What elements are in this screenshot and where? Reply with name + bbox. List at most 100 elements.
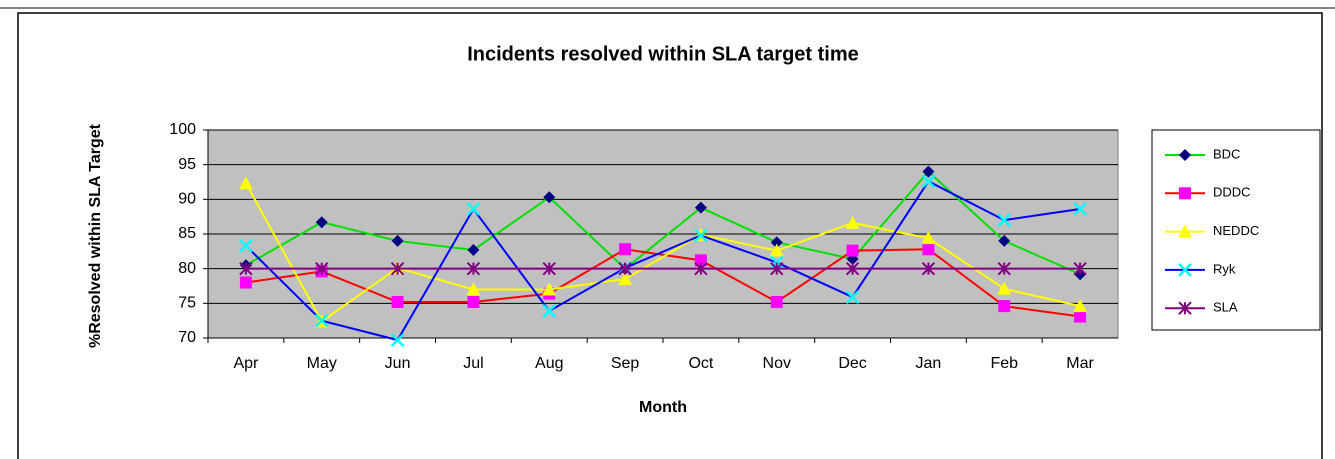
marker-shape <box>1074 310 1087 323</box>
data-point <box>314 313 329 328</box>
marker-shape <box>921 231 936 245</box>
marker-shape <box>542 304 557 318</box>
series-line <box>245 182 1081 323</box>
data-point <box>239 238 253 253</box>
legend-label: BDC <box>1213 146 1240 161</box>
x-tick-label: Jul <box>463 355 483 372</box>
marker-shape <box>315 261 329 276</box>
marker-shape <box>238 176 253 190</box>
marker-shape <box>466 282 481 296</box>
x-axis-label: Month <box>639 399 687 416</box>
y-tick-label: 90 <box>178 191 196 208</box>
marker-shape <box>921 174 936 189</box>
marker-shape <box>845 261 860 276</box>
marker-shape <box>618 261 632 276</box>
series-line <box>245 180 1081 342</box>
data-point <box>239 276 252 289</box>
marker-shape <box>845 215 860 229</box>
marker-shape <box>239 238 253 253</box>
marker-shape <box>1073 202 1087 216</box>
marker-shape <box>1178 263 1192 277</box>
data-point <box>845 215 860 229</box>
data-point <box>694 254 707 267</box>
marker-shape <box>770 236 783 249</box>
data-point <box>845 261 860 276</box>
data-point <box>998 300 1011 313</box>
y-tick-label: 95 <box>178 156 196 173</box>
series-line <box>245 248 1081 318</box>
x-tick-label: Aug <box>535 355 563 372</box>
x-tick-label: Dec <box>838 355 866 372</box>
data-point <box>846 244 859 257</box>
data-point <box>618 261 632 276</box>
data-point <box>694 261 708 276</box>
y-tick-label: 80 <box>178 260 196 277</box>
x-tick-label: Sep <box>611 355 640 372</box>
marker-shape <box>997 261 1011 276</box>
marker-shape <box>390 333 405 347</box>
legend-marker <box>1178 301 1192 315</box>
marker-shape <box>998 300 1011 313</box>
data-point <box>694 201 707 214</box>
data-point <box>391 295 404 308</box>
data-point <box>542 304 557 318</box>
y-tick-label: 75 <box>178 295 196 312</box>
marker-shape <box>997 281 1012 295</box>
data-point <box>466 202 481 216</box>
marker-shape <box>391 234 404 247</box>
marker-shape <box>922 165 935 178</box>
marker-shape <box>390 261 405 276</box>
marker-shape <box>694 254 707 267</box>
marker-shape <box>846 244 859 257</box>
data-point <box>467 243 480 256</box>
data-point <box>998 234 1011 247</box>
data-point <box>770 295 783 308</box>
marker-shape <box>239 261 253 276</box>
x-tick-label: Feb <box>990 355 1018 372</box>
data-point <box>238 176 253 190</box>
marker-shape <box>618 272 633 286</box>
legend-marker <box>1178 224 1192 238</box>
data-point <box>618 272 633 286</box>
legend-marker <box>1178 263 1192 277</box>
data-point <box>315 216 328 229</box>
marker-shape <box>466 261 481 276</box>
legend-label: DDDC <box>1213 185 1251 200</box>
x-tick-label: May <box>307 355 337 372</box>
data-point <box>769 243 784 257</box>
legend-label: SLA <box>1213 300 1238 315</box>
data-point <box>997 261 1011 276</box>
marker-shape <box>315 216 328 229</box>
data-point <box>845 290 860 304</box>
marker-shape <box>1179 187 1191 200</box>
marker-shape <box>391 295 404 308</box>
marker-shape <box>769 255 784 270</box>
y-tick-label: 85 <box>178 225 196 242</box>
data-point <box>390 333 405 347</box>
marker-shape <box>1178 301 1192 315</box>
data-point <box>997 213 1012 228</box>
marker-shape <box>694 201 707 214</box>
marker-shape <box>694 261 708 276</box>
data-point <box>921 231 936 245</box>
marker-shape <box>845 290 860 304</box>
data-point <box>467 295 480 308</box>
data-point <box>390 261 405 276</box>
chart-title: Incidents resolved within SLA target tim… <box>467 43 859 65</box>
data-point <box>239 261 253 276</box>
legend-marker <box>1179 187 1191 200</box>
y-tick-label: 70 <box>178 329 196 346</box>
data-point <box>1073 299 1088 313</box>
marker-shape <box>1178 224 1192 238</box>
marker-shape <box>1073 299 1088 313</box>
data-point <box>466 261 481 276</box>
legend-marker <box>1179 149 1191 161</box>
marker-shape <box>239 276 252 289</box>
marker-shape <box>542 282 557 296</box>
x-tick-label: Mar <box>1066 355 1094 372</box>
data-point <box>769 255 784 270</box>
y-axis-label: %Resolved within SLA Target <box>87 123 104 348</box>
marker-shape <box>466 202 481 216</box>
data-point <box>619 243 632 256</box>
marker-shape <box>998 234 1011 247</box>
